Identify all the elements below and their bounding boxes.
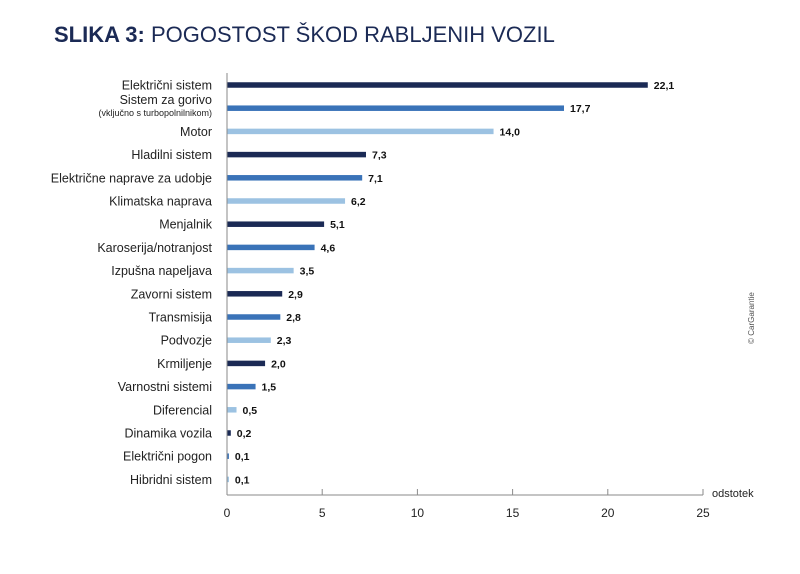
value-label: 2,8 [286,312,301,324]
x-tick-label: 25 [696,506,710,520]
bar [227,198,346,204]
bar [227,291,283,297]
bar [227,360,266,367]
value-label: 2,0 [271,358,286,370]
bars [227,82,648,483]
value-label: 2,3 [277,335,292,347]
bar [227,221,325,227]
bar [227,314,281,320]
bar [227,476,229,483]
value-label: 0,5 [243,405,258,417]
category-label: Električne naprave za udobje [51,171,212,185]
value-label: 7,3 [372,150,387,162]
category-label: Podvozje [161,334,212,348]
category-label: Sistem za gorivo [120,93,212,107]
chart-title: SLIKA 3: POGOSTOST ŠKOD RABLJENIH VOZIL [54,22,555,48]
category-label: Diferencial [153,403,212,417]
bar [227,244,315,251]
value-label: 1,5 [262,382,277,394]
value-label: 0,1 [235,451,250,463]
x-tick-label: 10 [411,506,425,520]
x-axis-ticks: 0 5 10 15 20 25 [224,489,710,520]
bar [227,105,565,111]
bar [227,151,366,158]
value-label: 4,6 [321,242,336,254]
category-label: Menjalnik [159,218,213,232]
category-label: Izpušna napeljava [111,264,212,278]
category-label: Hladilni sistem [131,148,212,162]
category-label: Električni pogon [123,450,212,464]
value-label: 17,7 [570,103,591,115]
bar [227,82,648,88]
bar [227,337,271,343]
value-label: 22,1 [654,80,675,92]
category-label: Varnostni sistemi [118,380,212,394]
category-label: Klimatska naprava [109,195,212,209]
value-label: 7,1 [368,173,383,185]
bar [227,175,363,181]
category-label: Krmiljenje [157,357,212,371]
chart-title-lead: SLIKA 3: [54,22,145,47]
category-label: Transmisija [149,311,212,325]
category-label: Motor [180,125,212,139]
category-label: Električni sistem [122,79,212,93]
category-label: Zavorni sistem [131,287,212,301]
source-watermark: © CarGarantie [747,292,756,344]
category-label: Hibridni sistem [130,473,212,487]
bar [227,383,256,390]
bar [227,267,294,274]
x-tick-label: 15 [506,506,520,520]
chart-title-rest: POGOSTOST ŠKOD RABLJENIH VOZIL [150,22,555,47]
x-tick-label: 20 [601,506,615,520]
bar [227,128,494,135]
value-label: 6,2 [351,196,366,208]
value-label: 0,1 [235,474,250,486]
value-labels: 22,1 17,7 14,0 7,3 7,16,2 5,1 4,6 3,5 2,9 2,8 2,3 2… [235,80,674,486]
category-label: Karoserija/notranjost [97,241,212,255]
value-label: 3,5 [300,266,315,278]
bar [227,407,237,413]
value-label: 14,0 [500,126,521,138]
value-label: 0,2 [237,428,252,440]
value-label: 5,1 [330,219,345,231]
value-label: 2,9 [288,289,303,301]
bar [227,430,231,436]
category-label: Dinamika vozila [124,427,212,441]
x-tick-label: 0 [224,506,231,520]
x-axis-unit-label: odstotek [712,488,754,500]
category-sublabel: (vključno s turbopolnilnikom) [98,108,212,118]
x-tick-label: 5 [319,506,326,520]
bar [227,453,229,459]
